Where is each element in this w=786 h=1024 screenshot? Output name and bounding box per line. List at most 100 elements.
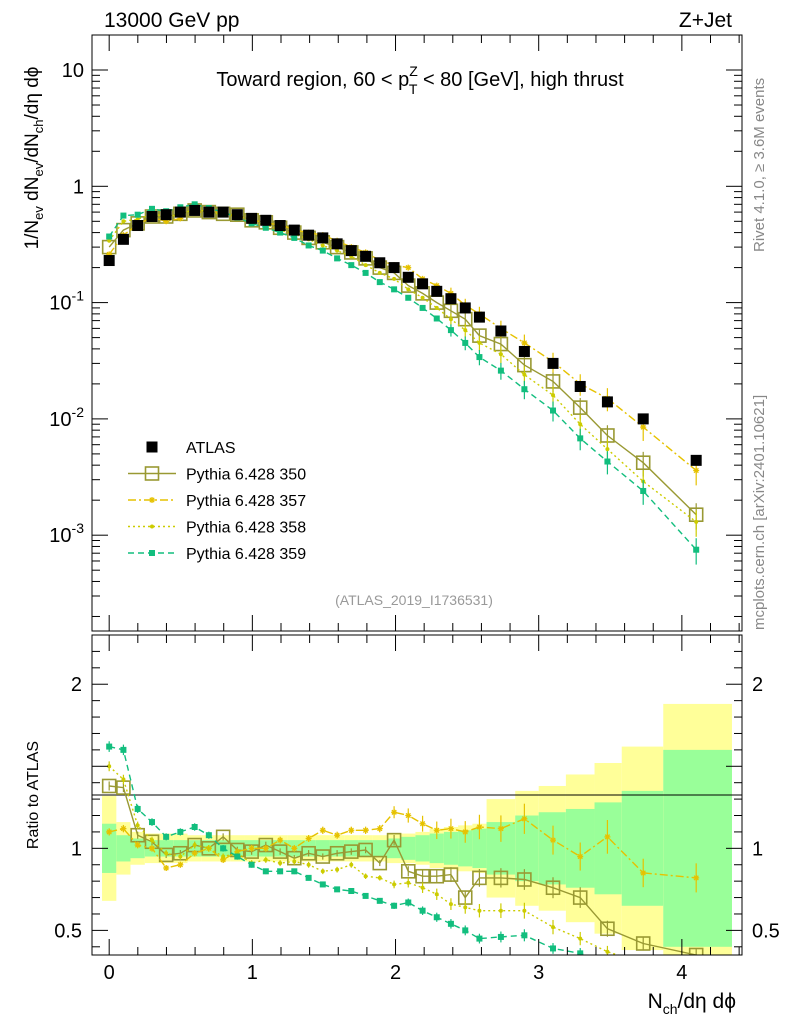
ratio-point-pythia-6-428-358 <box>306 862 311 867</box>
ratio-point-pythia-6-428-350 <box>358 842 373 858</box>
main-point-atlas <box>388 262 400 274</box>
legend-label-pythia-6-428-358: Pythia 6.428 358 <box>186 520 306 537</box>
main-point-pythia-6-428-359 <box>577 435 584 442</box>
analysis-id-label: (ATLAS_2019_I1736531) <box>335 592 493 608</box>
main-point-pythia-6-428-359 <box>391 286 398 293</box>
main-point-pythia-6-428-359 <box>334 255 341 262</box>
ratio-point-pythia-6-428-350 <box>329 845 345 861</box>
main-point-atlas <box>160 209 172 221</box>
x-tick-label: 3 <box>533 962 544 984</box>
ratio-point-pythia-6-428-357 <box>120 825 127 832</box>
ratio-band-inner <box>415 835 430 862</box>
main-point-pythia-6-428-359 <box>106 233 113 240</box>
main-point-atlas <box>637 413 649 425</box>
main-point-atlas <box>189 204 201 216</box>
ratio-point-pythia-6-428-358 <box>522 908 527 913</box>
main-point-pythia-6-428-358 <box>463 328 468 333</box>
header-process-label: Z+Jet <box>679 9 732 32</box>
ratio-point-pythia-6-428-359 <box>220 845 227 852</box>
main-point-pythia-6-428-358 <box>121 219 126 224</box>
ratio-point-pythia-6-428-359 <box>248 861 255 868</box>
ratio-point-pythia-6-428-357 <box>134 842 141 849</box>
ratio-point-pythia-6-428-359 <box>334 886 341 893</box>
main-point-pythia-6-428-357 <box>106 251 113 258</box>
main-point-atlas <box>103 255 115 267</box>
ratio-point-pythia-6-428-357 <box>334 832 341 839</box>
main-point-atlas <box>574 380 586 392</box>
legend-label-pythia-6-428-357: Pythia 6.428 357 <box>186 493 306 510</box>
main-point-atlas <box>417 278 429 290</box>
ratio-point-pythia-6-428-350 <box>343 844 359 859</box>
ratio-point-pythia-6-428-358 <box>135 823 140 828</box>
ratio-point-pythia-6-428-359 <box>134 805 141 812</box>
ratio-band-inner <box>401 836 416 860</box>
ratio-point-pythia-6-428-359 <box>476 935 483 942</box>
legend-label-pythia-6-428-359: Pythia 6.428 359 <box>186 546 306 563</box>
ratio-point-pythia-6-428-358 <box>406 880 411 885</box>
main-point-pythia-6-428-359 <box>305 242 312 249</box>
ratio-band-inner <box>443 831 459 865</box>
ratio-point-pythia-6-428-350 <box>372 855 388 871</box>
ratio-y-tick-label-right: 0.5 <box>752 920 780 942</box>
main-point-atlas <box>547 357 559 369</box>
ratio-band-inner <box>594 802 622 895</box>
ratio-point-pythia-6-428-357 <box>319 827 326 834</box>
ratio-point-pythia-6-428-359 <box>497 933 504 940</box>
main-point-atlas <box>132 220 144 232</box>
main-point-atlas <box>459 302 471 314</box>
ratio-point-pythia-6-428-359 <box>640 970 646 976</box>
ratio-point-pythia-6-428-359 <box>604 959 610 965</box>
main-point-pythia-6-428-358 <box>363 263 368 268</box>
ratio-point-pythia-6-428-359 <box>376 897 383 904</box>
ratio-band-inner <box>472 828 487 869</box>
main-point-pythia-6-428-357 <box>163 218 170 225</box>
main-point-pythia-6-428-359 <box>191 201 198 208</box>
ratio-y-tick-label: 0.5 <box>54 920 82 942</box>
ratio-band-inner <box>458 830 473 867</box>
main-point-pythia-6-428-359 <box>521 386 528 393</box>
ratio-point-pythia-6-428-358 <box>349 862 354 867</box>
ratio-point-pythia-6-428-357 <box>521 815 528 822</box>
ratio-point-pythia-6-428-359 <box>550 945 557 952</box>
main-point-atlas <box>331 238 343 250</box>
main-point-atlas <box>174 206 186 218</box>
main-point-pythia-6-428-359 <box>447 327 454 334</box>
ratio-point-pythia-6-428-357 <box>163 865 170 872</box>
main-point-atlas <box>402 271 414 283</box>
ratio-point-pythia-6-428-359 <box>693 982 699 988</box>
main-point-pythia-6-428-357 <box>177 215 184 222</box>
ratio-point-pythia-6-428-359 <box>447 920 454 927</box>
legend-label-pythia-6-428-350: Pythia 6.428 350 <box>186 467 306 484</box>
ratio-point-pythia-6-428-357 <box>577 853 584 860</box>
ratio-point-pythia-6-428-350 <box>429 868 445 884</box>
ratio-y-tick-label: 2 <box>71 674 82 696</box>
ratio-plot-frame <box>91 634 743 956</box>
main-point-pythia-6-428-358 <box>434 305 439 310</box>
ratio-point-pythia-6-428-358 <box>434 892 439 897</box>
ratio-point-pythia-6-428-358 <box>192 843 197 848</box>
ratio-point-pythia-6-428-350 <box>173 845 188 861</box>
ratio-band-inner <box>429 833 444 864</box>
ratio-point-pythia-6-428-357 <box>550 837 557 844</box>
main-point-atlas <box>690 454 702 466</box>
ratio-point-pythia-6-428-358 <box>463 905 468 910</box>
ratio-point-pythia-6-428-359 <box>148 819 155 826</box>
ratio-point-pythia-6-428-357 <box>391 809 398 816</box>
legend-marker-pythia-6-428-358 <box>150 524 154 529</box>
main-point-atlas <box>473 311 485 323</box>
ratio-point-pythia-6-428-357 <box>476 824 483 830</box>
main-point-pythia-6-428-358 <box>694 519 699 524</box>
ratio-point-pythia-6-428-357 <box>405 812 412 819</box>
ratio-point-pythia-6-428-358 <box>335 867 340 872</box>
main-point-pythia-6-428-359 <box>277 229 284 236</box>
x-tick-label: 2 <box>390 962 401 984</box>
main-point-pythia-6-428-359 <box>134 211 141 218</box>
ratio-point-pythia-6-428-358 <box>605 949 610 954</box>
ratio-point-pythia-6-428-358 <box>448 902 453 907</box>
main-point-atlas <box>495 325 507 337</box>
ratio-point-pythia-6-428-358 <box>107 764 112 769</box>
ratio-point-pythia-6-428-350 <box>215 829 231 845</box>
main-point-pythia-6-428-358 <box>448 317 453 322</box>
main-series-line-pythia-6-428-359 <box>108 203 697 551</box>
ratio-point-pythia-6-428-350 <box>386 832 402 848</box>
